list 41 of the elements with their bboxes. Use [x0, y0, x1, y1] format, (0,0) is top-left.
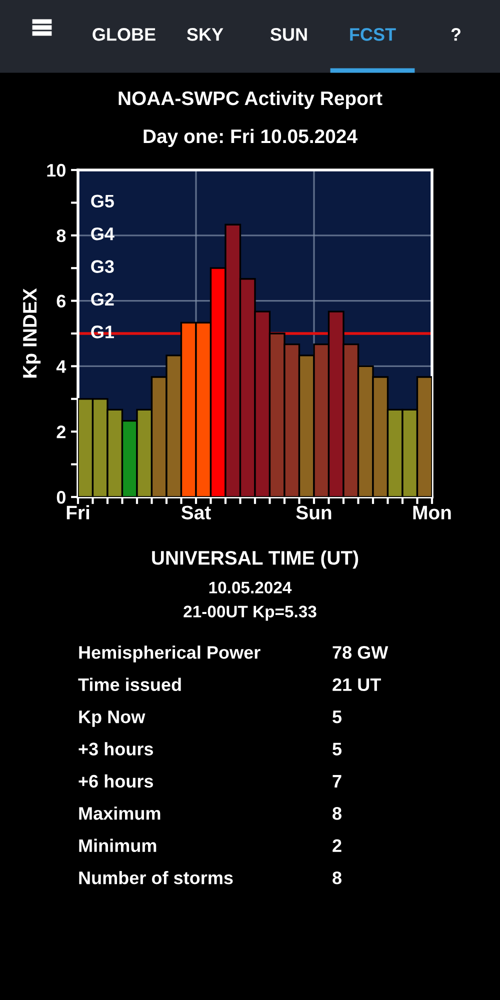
y-tick-label: 6 [56, 294, 66, 308]
text: Time issued [78, 678, 181, 692]
x-axis-title: UNIVERSAL TIME (UT) [152, 550, 358, 569]
text: SUN [270, 28, 307, 41]
text: Hemispherical Power [79, 646, 260, 662]
chart-subtitle: Day one: Fri 10.05.2024 [144, 128, 358, 148]
annotation: G2 [91, 292, 114, 306]
y-tick-label: 8 [56, 229, 66, 242]
text: 78 GW [332, 646, 388, 659]
text: FCST [350, 28, 396, 41]
text: 5 [332, 742, 342, 756]
text: Number of storms [79, 870, 233, 884]
y-tick-label: 10 [47, 164, 66, 177]
text: Fri [66, 505, 90, 520]
text: 5 [332, 710, 342, 724]
text: 8 [332, 807, 342, 820]
y-axis-title: Kp INDEX [23, 288, 41, 378]
text: Kp Now [79, 710, 146, 727]
text: +6 hours [78, 774, 154, 788]
text: Sun [296, 506, 332, 520]
y-tick-label: 0 [56, 490, 66, 504]
text: 21 UT [332, 678, 381, 692]
text: ? [451, 28, 460, 41]
text: 2 [332, 839, 342, 852]
text: GLOBE [92, 28, 156, 41]
y-tick-label: 4 [56, 360, 66, 373]
text: Minimum [79, 838, 156, 852]
text: 7 [332, 775, 342, 788]
text: SKY [186, 28, 224, 41]
text: Sat [181, 506, 211, 520]
annotation: G5 [91, 194, 114, 208]
annotation: G3 [91, 260, 114, 273]
text: Mon [413, 506, 451, 520]
text: 21-00UT Kp=5.33 [184, 606, 316, 621]
annotation: G4 [91, 227, 114, 240]
y-tick-label: 2 [56, 426, 66, 438]
text: +3 hours [78, 742, 154, 756]
text: 8 [332, 871, 342, 884]
text: 10.05.2024 [209, 582, 292, 594]
chart-title: NOAA-SWPC Activity Report [118, 90, 382, 110]
text: Maximum [79, 806, 160, 820]
